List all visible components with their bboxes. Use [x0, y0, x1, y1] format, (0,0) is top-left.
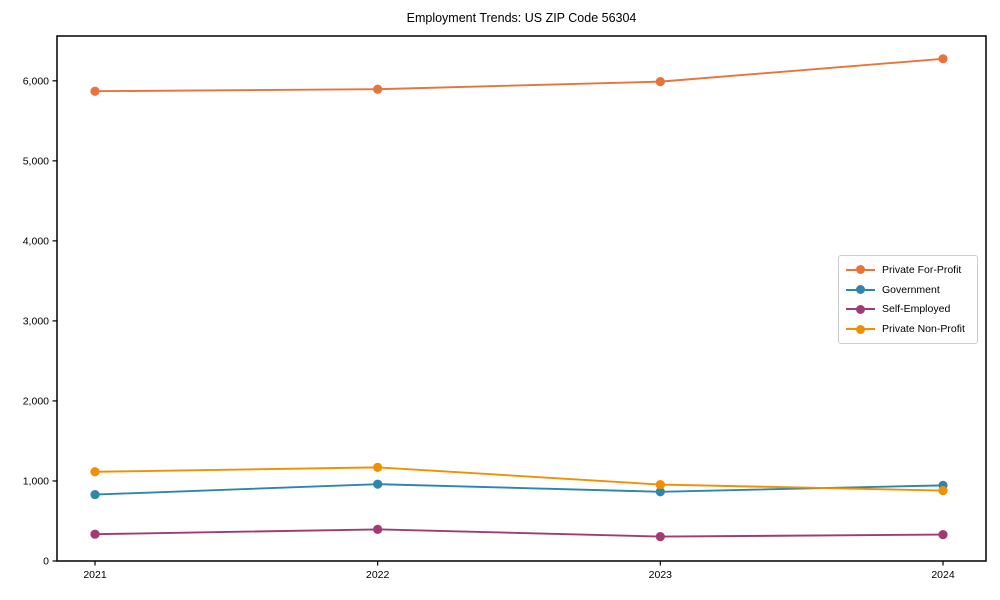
data-point-private-non-profit-2023	[655, 479, 665, 490]
legend-marker-government	[846, 285, 875, 295]
y-tick-label: 3,000	[23, 316, 49, 328]
x-tick-label: 2023	[649, 569, 673, 581]
legend-item-private-for-profit: Private For-Profit	[846, 261, 970, 279]
y-tick-label: 1,000	[23, 476, 49, 488]
data-point-private-non-profit-2024	[938, 485, 948, 496]
data-point-government-2022	[373, 479, 383, 489]
y-tick-label: 0	[43, 556, 49, 568]
data-point-self-employed-2023	[655, 531, 665, 542]
data-point-government-2023	[655, 487, 665, 497]
legend-marker-private-for-profit	[846, 265, 875, 275]
data-point-private-for-profit-2021	[90, 86, 100, 96]
data-point-self-employed-2022	[373, 524, 383, 534]
legend-item-self-employed: Self-Employed	[846, 300, 970, 318]
y-tick-label: 2,000	[23, 396, 49, 408]
x-tick-label: 2022	[366, 569, 390, 581]
data-point-private-non-profit-2022	[373, 462, 383, 472]
series-line-private-non-profit	[94, 466, 944, 492]
chart-title: Employment Trends: US ZIP Code 56304	[406, 11, 637, 25]
data-point-private-non-profit-2021	[90, 467, 100, 477]
data-point-private-for-profit-2024	[938, 54, 948, 64]
legend-marker-private-non-profit	[846, 324, 875, 334]
legend-marker-self-employed	[846, 304, 875, 314]
legend-item-private-non-profit: Private Non-Profit	[846, 320, 970, 338]
series-line-self-employed	[94, 528, 944, 538]
x-tick-label: 2024	[931, 569, 955, 581]
series-line-private-for-profit	[94, 57, 944, 93]
x-tick-label: 2021	[83, 569, 107, 581]
y-tick-label: 6,000	[23, 76, 49, 88]
chart-legend: Private For-Profit Government Self-Employe…	[838, 255, 978, 344]
legend-label: Government	[882, 283, 940, 296]
y-tick-label: 4,000	[23, 236, 49, 248]
legend-label: Self-Employed	[882, 303, 951, 316]
plot-border	[56, 35, 987, 562]
data-point-self-employed-2024	[938, 529, 948, 540]
legend-label: Private Non-Profit	[882, 323, 965, 336]
data-point-government-2021	[90, 489, 100, 500]
legend-item-government: Government	[846, 281, 970, 299]
series-line-government	[94, 483, 944, 496]
data-point-self-employed-2021	[90, 529, 100, 539]
data-point-private-for-profit-2022	[373, 84, 383, 94]
legend-label: Private For-Profit	[882, 263, 962, 276]
data-point-private-for-profit-2023	[655, 77, 665, 87]
y-tick-label: 5,000	[23, 156, 49, 168]
